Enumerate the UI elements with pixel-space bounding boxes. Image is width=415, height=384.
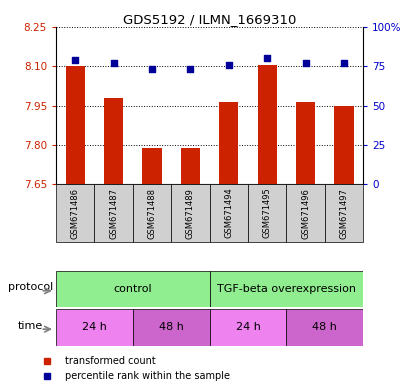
Point	[187, 66, 194, 73]
Point	[341, 60, 347, 66]
Text: GSM671489: GSM671489	[186, 188, 195, 238]
Text: GSM671496: GSM671496	[301, 188, 310, 238]
Bar	[296, 102, 315, 184]
Text: GSM671497: GSM671497	[339, 188, 349, 238]
Bar	[133, 184, 171, 242]
Point	[225, 61, 232, 68]
Point	[149, 66, 155, 73]
Bar	[56, 271, 210, 307]
Bar	[56, 309, 133, 346]
Bar	[56, 184, 95, 242]
Bar	[133, 309, 210, 346]
Text: TGF-beta overexpression: TGF-beta overexpression	[217, 284, 356, 294]
Point	[302, 60, 309, 66]
Text: GSM671487: GSM671487	[109, 188, 118, 238]
Legend: transformed count, percentile rank within the sample: transformed count, percentile rank withi…	[34, 353, 234, 384]
Bar	[95, 184, 133, 242]
Bar	[66, 66, 85, 184]
Bar	[334, 106, 354, 184]
Bar	[210, 309, 286, 346]
Text: 24 h: 24 h	[236, 322, 260, 333]
Point	[110, 60, 117, 66]
Text: GSM671486: GSM671486	[71, 188, 80, 238]
Text: GSM671494: GSM671494	[224, 188, 233, 238]
Text: protocol: protocol	[8, 282, 54, 292]
Bar	[104, 98, 123, 184]
Point	[72, 57, 78, 63]
Bar	[210, 271, 363, 307]
Bar	[258, 65, 277, 184]
Bar	[171, 184, 210, 242]
Text: control: control	[113, 284, 152, 294]
Text: 24 h: 24 h	[82, 322, 107, 333]
Text: time: time	[18, 321, 44, 331]
Text: GSM671495: GSM671495	[263, 188, 272, 238]
Bar	[286, 309, 363, 346]
Bar	[142, 147, 161, 184]
Point	[264, 55, 271, 61]
Bar	[248, 184, 286, 242]
Bar	[286, 184, 325, 242]
Bar	[325, 184, 363, 242]
Bar	[181, 147, 200, 184]
Title: GDS5192 / ILMN_1669310: GDS5192 / ILMN_1669310	[123, 13, 296, 26]
Bar	[219, 102, 238, 184]
Text: 48 h: 48 h	[159, 322, 183, 333]
Text: 48 h: 48 h	[312, 322, 337, 333]
Bar	[210, 184, 248, 242]
Text: GSM671488: GSM671488	[147, 188, 156, 238]
